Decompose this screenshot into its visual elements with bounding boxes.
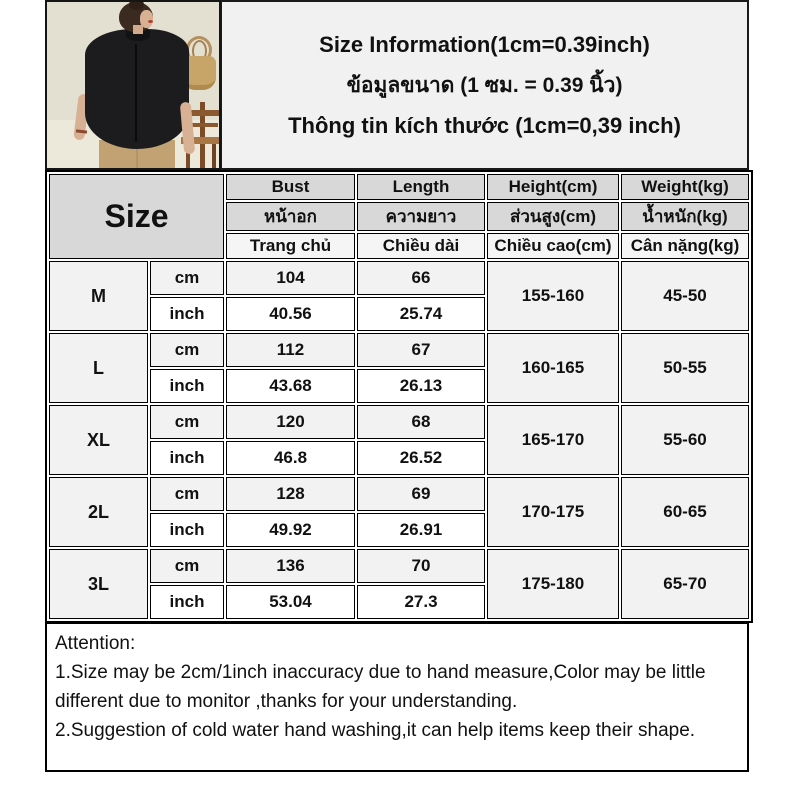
table-row: M cm 104 66 155-160 45-50	[49, 261, 749, 331]
wooden-chair-top-bar	[185, 110, 219, 116]
header-weight-en: Weight(kg)	[621, 174, 749, 200]
length-inch-value: 27.3	[357, 585, 485, 619]
bust-cm-value: 136	[226, 549, 355, 583]
header-row-english: Size Bust Length Height(cm) Weight(kg)	[49, 174, 749, 259]
attention-note-2: 2.Suggestion of cold water hand washing,…	[55, 720, 696, 741]
attention-title: Attention:	[55, 633, 136, 654]
length-cm-value: 70	[357, 549, 485, 583]
bust-inch-value: 40.56	[226, 297, 355, 331]
height-range-value: 175-180	[487, 549, 619, 619]
unit-cm-label: cm	[150, 405, 224, 439]
weight-range-value: 45-50	[621, 261, 749, 331]
header-height-vi: Chiều cao(cm)	[487, 233, 619, 259]
length-cm-value: 67	[357, 333, 485, 367]
bust-inch-value: 46.8	[226, 441, 355, 475]
length-inch-value: 26.91	[357, 513, 485, 547]
black-blouse	[85, 29, 189, 149]
bust-cm-value: 104	[226, 261, 355, 295]
length-inch-value: 26.52	[357, 441, 485, 475]
height-range-value: 160-165	[487, 333, 619, 403]
unit-cm-label: cm	[150, 333, 224, 367]
table-row: inch 43.68 26.13	[49, 369, 749, 403]
title-english: Size Information(1cm=0.39inch)	[319, 31, 650, 57]
table-row: XL cm 120 68 165-170 55-60	[49, 405, 749, 475]
length-cm-value: 66	[357, 261, 485, 295]
table-row: L cm 112 67 160-165 50-55	[49, 333, 749, 403]
weight-range-value: 50-55	[621, 333, 749, 403]
table-row: inch 46.8 26.52	[49, 441, 749, 475]
table-row: 2L cm 128 69 170-175 60-65	[49, 477, 749, 547]
blouse-button-placket	[135, 44, 137, 142]
unit-inch-label: inch	[150, 441, 224, 475]
length-cm-value: 69	[357, 477, 485, 511]
weight-range-value: 55-60	[621, 405, 749, 475]
unit-inch-label: inch	[150, 369, 224, 403]
model-lips	[148, 20, 153, 23]
title-vietnamese: Thông tin kích thước (1cm=0,39 inch)	[288, 112, 681, 138]
wooden-chair-post	[200, 102, 205, 168]
size-info-title-box: Size Information(1cm=0.39inch) ข้อมูลขนา…	[220, 0, 749, 170]
header-length-th: ความยาว	[357, 202, 485, 231]
length-inch-value: 26.13	[357, 369, 485, 403]
header-bust-vi: Trang chủ	[226, 233, 355, 259]
model-face	[140, 10, 153, 28]
size-header-cell: Size	[49, 174, 224, 259]
attention-note-1: 1.Size may be 2cm/1inch inaccuracy due t…	[55, 662, 706, 712]
table-row: inch 40.56 25.74	[49, 297, 749, 331]
length-cm-value: 68	[357, 405, 485, 439]
height-range-value: 155-160	[487, 261, 619, 331]
unit-cm-label: cm	[150, 477, 224, 511]
size-3l-cell: 3L	[49, 549, 148, 619]
unit-cm-label: cm	[150, 549, 224, 583]
header-length-vi: Chiều dài	[357, 233, 485, 259]
weight-range-value: 60-65	[621, 477, 749, 547]
header-weight-th: น้ำหนัก(kg)	[621, 202, 749, 231]
header-height-th: ส่วนสูง(cm)	[487, 202, 619, 231]
unit-inch-label: inch	[150, 297, 224, 331]
header-height-en: Height(cm)	[487, 174, 619, 200]
wooden-chair-mid-bar	[188, 123, 218, 127]
weight-range-value: 65-70	[621, 549, 749, 619]
bust-cm-value: 112	[226, 333, 355, 367]
top-section: Size Information(1cm=0.39inch) ข้อมูลขนา…	[45, 0, 749, 170]
bust-inch-value: 43.68	[226, 369, 355, 403]
model-neck	[133, 25, 143, 34]
attention-box: Attention: 1.Size may be 2cm/1inch inacc…	[45, 622, 749, 772]
wooden-chair-leg	[212, 144, 216, 168]
header-weight-vi: Cân nặng(kg)	[621, 233, 749, 259]
size-table: Size Bust Length Height(cm) Weight(kg) ห…	[45, 170, 753, 623]
height-range-value: 165-170	[487, 405, 619, 475]
size-m-cell: M	[49, 261, 148, 331]
bust-cm-value: 120	[226, 405, 355, 439]
height-range-value: 170-175	[487, 477, 619, 547]
header-row-thai: หน้าอก ความยาว ส่วนสูง(cm) น้ำหนัก(kg)	[49, 202, 749, 231]
product-image	[45, 0, 221, 170]
header-bust-en: Bust	[226, 174, 355, 200]
length-inch-value: 25.74	[357, 297, 485, 331]
blouse-collar	[126, 30, 150, 41]
title-thai: ข้อมูลขนาด (1 ซม. = 0.39 นิ้ว)	[346, 73, 623, 97]
table-row: inch 49.92 26.91	[49, 513, 749, 547]
table-row: 3L cm 136 70 175-180 65-70	[49, 549, 749, 619]
unit-cm-label: cm	[150, 261, 224, 295]
wooden-chair-seat	[181, 137, 219, 144]
header-row-vietnamese: Trang chủ Chiều dài Chiều cao(cm) Cân nặ…	[49, 233, 749, 259]
bust-inch-value: 49.92	[226, 513, 355, 547]
size-2l-cell: 2L	[49, 477, 148, 547]
size-l-cell: L	[49, 333, 148, 403]
unit-inch-label: inch	[150, 585, 224, 619]
header-length-en: Length	[357, 174, 485, 200]
bust-cm-value: 128	[226, 477, 355, 511]
wooden-chair-leg	[186, 144, 190, 168]
size-xl-cell: XL	[49, 405, 148, 475]
unit-inch-label: inch	[150, 513, 224, 547]
bust-inch-value: 53.04	[226, 585, 355, 619]
content-area: Size Information(1cm=0.39inch) ข้อมูลขนา…	[45, 0, 753, 772]
header-bust-th: หน้าอก	[226, 202, 355, 231]
table-row: inch 53.04 27.3	[49, 585, 749, 619]
model-pants-seam	[136, 148, 138, 168]
model-hair-bun	[129, 2, 144, 10]
